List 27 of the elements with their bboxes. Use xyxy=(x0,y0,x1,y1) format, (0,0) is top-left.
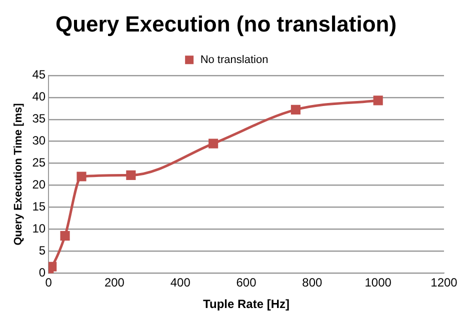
point xyxy=(373,96,383,106)
chart-title: Query Execution (no translation) xyxy=(55,11,397,36)
x-axis-title: Tuple Rate [Hz] xyxy=(203,297,290,312)
point xyxy=(60,231,70,241)
y-tick-label: 15 xyxy=(32,200,46,214)
y-tick-label: 0 xyxy=(38,266,46,280)
x-tick-label: 600 xyxy=(236,276,257,290)
y-tick-label: 10 xyxy=(32,222,46,236)
x-tick-label: 1200 xyxy=(430,276,458,290)
y-tick-label: 5 xyxy=(38,244,46,258)
x-tick-label: 200 xyxy=(104,276,125,290)
x-tick-label: 400 xyxy=(170,276,191,290)
y-tick-label: 40 xyxy=(32,90,46,104)
point xyxy=(48,262,57,272)
y-tick-label: 45 xyxy=(32,68,46,82)
y-axis-title: Query Execution Time [ms] xyxy=(12,102,25,246)
y-tick-label: 20 xyxy=(32,178,46,192)
x-tick-label: 800 xyxy=(302,276,323,290)
x-tick-label: 1000 xyxy=(364,276,392,290)
point xyxy=(126,170,136,180)
y-tick-label: 35 xyxy=(32,112,46,126)
point xyxy=(76,172,86,182)
point xyxy=(290,104,300,114)
legend-label: No translation xyxy=(200,54,268,66)
y-tick-label: 30 xyxy=(32,134,46,148)
y-tick-label: 25 xyxy=(32,156,46,170)
point xyxy=(208,138,218,148)
